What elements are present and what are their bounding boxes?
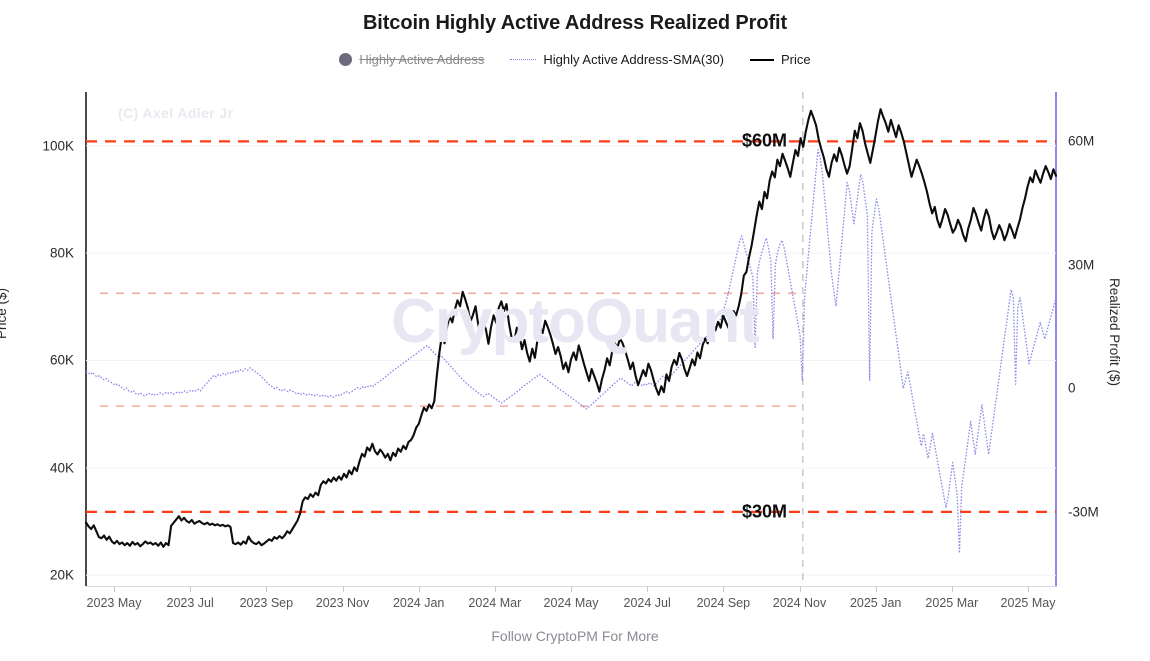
x-tick-mark <box>418 586 420 592</box>
left-tick-label: 40K <box>49 460 74 476</box>
filled-circle-icon <box>339 53 353 66</box>
x-tick-mark <box>494 586 496 592</box>
plot-area <box>84 92 1058 586</box>
legend-label: Price <box>781 52 811 67</box>
brand-watermark: CryptoQuant <box>391 287 760 356</box>
x-tick-mark <box>875 586 877 592</box>
x-tick-label: 2024 Mar <box>468 596 522 610</box>
x-tick-label: 2024 Nov <box>772 596 827 610</box>
x-tick-label: 2025 Mar <box>925 596 979 610</box>
plot-svg <box>84 92 1058 586</box>
left-axis-spine <box>85 92 87 586</box>
x-tick-mark <box>647 586 649 592</box>
x-tick-label: 2025 Jan <box>849 596 902 610</box>
series-line-sma30 <box>85 148 1057 554</box>
left-tick-label: 60K <box>49 352 74 368</box>
x-tick-mark <box>190 586 192 592</box>
x-tick-mark <box>799 586 801 592</box>
left-tick-label: 20K <box>49 567 74 583</box>
right-tick-label: 60M <box>1068 133 1095 149</box>
left-tick-label: 100K <box>42 138 74 154</box>
annotation-label-30m: $30M <box>742 501 788 522</box>
x-tick-label: 2024 Jan <box>392 596 445 610</box>
chart-title: Bitcoin Highly Active Address Realized P… <box>362 12 788 34</box>
right-tick-label: 30M <box>1068 257 1095 273</box>
x-tick-label: 2023 May <box>86 596 142 610</box>
x-tick-mark <box>571 586 572 592</box>
x-tick-label: 2024 Jul <box>623 596 671 610</box>
x-tick-mark <box>266 586 268 592</box>
x-tick-mark <box>114 586 115 592</box>
annotation-label-60m: $60M <box>742 130 788 151</box>
x-tick-label: 2024 Sep <box>696 596 751 610</box>
legend-item-price[interactable]: Price <box>750 52 811 67</box>
x-tick-mark <box>951 586 953 592</box>
x-tick-mark <box>1028 586 1029 592</box>
left-tick-label: 80K <box>49 245 74 261</box>
legend-label: Highly Active Address <box>359 52 485 67</box>
x-tick-label: 2023 Sep <box>239 596 294 610</box>
author-watermark: (C) Axel Adler Jr <box>118 105 234 121</box>
x-tick-mark <box>723 586 725 592</box>
right-axis-spine <box>1055 92 1057 586</box>
right-tick-label: -30M <box>1068 504 1099 520</box>
chart-legend: Highly Active Address Highly Active Addr… <box>0 52 1150 67</box>
solid-line-icon <box>750 58 774 61</box>
footer-text: Follow CryptoPM For More <box>491 628 659 644</box>
series-line-price <box>84 108 1058 548</box>
x-tick-label: 2024 May <box>543 596 599 610</box>
x-tick-label: 2025 May <box>1000 596 1056 610</box>
right-tick-label: 0 <box>1068 380 1076 396</box>
x-tick-mark <box>342 586 344 592</box>
legend-item-sma30[interactable]: Highly Active Address-SMA(30) <box>510 52 724 67</box>
x-tick-label: 2023 Nov <box>315 596 370 610</box>
x-tick-label: 2023 Jul <box>166 596 214 610</box>
legend-item-highly-active-address[interactable]: Highly Active Address <box>339 52 484 67</box>
legend-label: Highly Active Address-SMA(30) <box>543 52 724 67</box>
dotted-line-icon <box>510 59 537 60</box>
